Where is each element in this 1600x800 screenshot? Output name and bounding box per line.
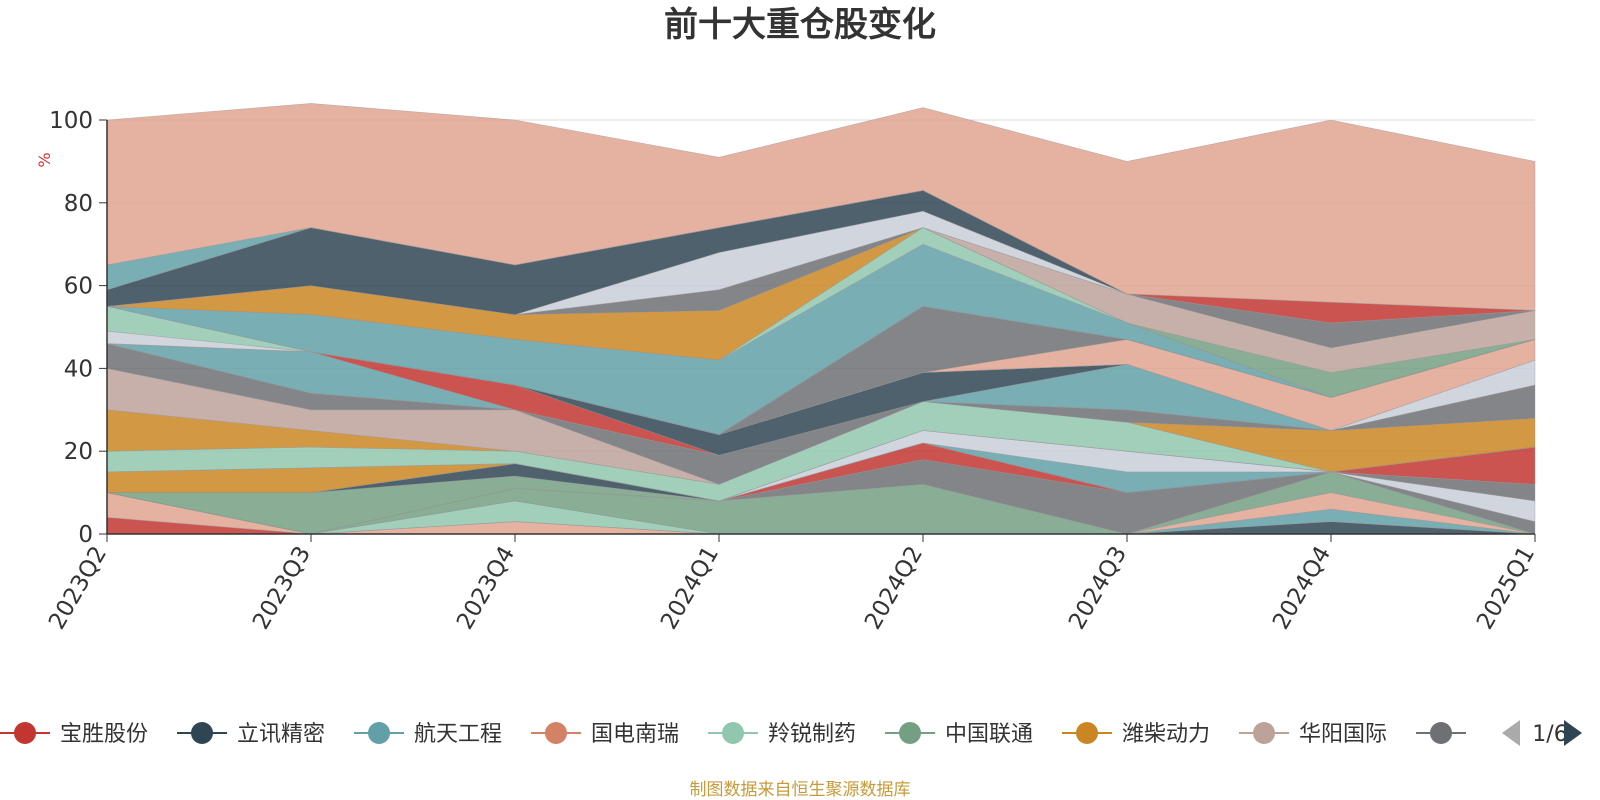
legend-marker-icon <box>722 722 744 744</box>
legend-label: 宝胜股份 <box>60 722 148 747</box>
x-tick-label: 2024Q2 <box>860 542 928 634</box>
y-tick-label: 20 <box>64 439 93 465</box>
legend-label: 华阳国际 <box>1299 722 1387 747</box>
legend: 宝胜股份 立讯精密 航天工程 国电南瑞 羚锐制药 中国联通 潍柴动力 华阳国际 <box>0 722 1466 747</box>
x-tick-label: 2024Q4 <box>1268 542 1336 634</box>
legend-marker-icon <box>1430 722 1452 744</box>
y-tick-label: 40 <box>64 356 93 382</box>
x-tick-label: 2025Q1 <box>1472 542 1540 634</box>
legend-label: 航天工程 <box>414 722 502 747</box>
legend-marker-icon <box>1253 722 1275 744</box>
legend-marker-icon <box>14 722 36 744</box>
x-tick-label: 2023Q3 <box>248 542 316 634</box>
legend-label: 国电南瑞 <box>591 722 679 747</box>
x-tick-label: 2024Q3 <box>1064 542 1132 634</box>
legend-item[interactable]: 立讯精密 <box>177 722 325 747</box>
legend-item[interactable] <box>1416 722 1466 744</box>
y-tick-label: 80 <box>64 191 93 217</box>
x-tick-label: 2024Q1 <box>656 542 724 634</box>
y-tick-label: 100 <box>49 108 93 134</box>
legend-item[interactable]: 宝胜股份 <box>0 722 148 747</box>
legend-marker-icon <box>545 722 567 744</box>
legend-label: 立讯精密 <box>237 722 325 747</box>
legend-page-indicator: 1/6 <box>1532 722 1567 747</box>
y-tick-label: 60 <box>64 274 93 300</box>
legend-prev-icon[interactable] <box>1502 720 1520 746</box>
legend-item[interactable]: 中国联通 <box>885 722 1033 747</box>
source-note: 制图数据来自恒生聚源数据库 <box>690 780 911 800</box>
x-tick-label: 2023Q4 <box>452 542 520 634</box>
legend-item[interactable]: 潍柴动力 <box>1062 722 1210 747</box>
x-tick-label: 2023Q2 <box>44 542 112 634</box>
y-unit-label: % <box>35 152 54 167</box>
legend-marker-icon <box>368 722 390 744</box>
series-area <box>106 103 1536 311</box>
chart-title: 前十大重仓股变化 <box>664 5 936 45</box>
legend-item[interactable]: 羚锐制药 <box>708 722 856 747</box>
legend-label: 羚锐制药 <box>768 722 856 747</box>
stacked-areas <box>106 103 1536 535</box>
y-tick-label: 0 <box>78 522 93 548</box>
legend-marker-icon <box>191 722 213 744</box>
legend-marker-icon <box>1076 722 1098 744</box>
legend-label: 潍柴动力 <box>1122 722 1210 747</box>
legend-item[interactable]: 华阳国际 <box>1239 722 1387 747</box>
legend-next-icon[interactable] <box>1564 720 1582 746</box>
legend-item[interactable]: 国电南瑞 <box>531 722 679 747</box>
legend-label: 中国联通 <box>945 722 1033 747</box>
legend-item[interactable]: 航天工程 <box>354 722 502 747</box>
legend-marker-icon <box>899 722 921 744</box>
